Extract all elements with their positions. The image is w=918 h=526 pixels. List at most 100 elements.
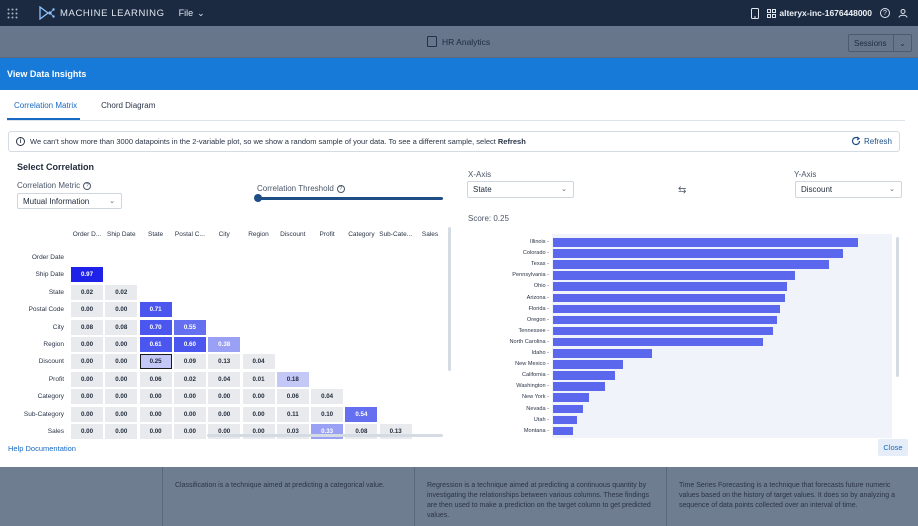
bar[interactable] — [553, 393, 590, 402]
matrix-cell[interactable]: 0.00 — [71, 406, 103, 422]
bar[interactable] — [553, 238, 858, 247]
correlation-metric-value: Mutual Information — [23, 196, 90, 206]
tab-chord-diagram[interactable]: Chord Diagram — [101, 101, 156, 110]
bar[interactable] — [553, 371, 615, 380]
bar[interactable] — [553, 271, 796, 280]
matrix-cell[interactable]: 0.13 — [208, 354, 241, 370]
matrix-cell[interactable]: 0.71 — [139, 302, 172, 318]
matrix-cell[interactable]: 0.06 — [276, 389, 309, 405]
help-icon[interactable]: ? — [880, 8, 890, 18]
matrix-cell[interactable]: 0.02 — [105, 284, 138, 300]
bar[interactable] — [553, 360, 623, 369]
bar[interactable] — [553, 293, 786, 302]
matrix-cell[interactable]: 0.00 — [173, 424, 206, 439]
bar[interactable] — [553, 337, 763, 347]
question-icon[interactable]: ? — [83, 181, 92, 190]
matrix-horizontal-scrollbar[interactable] — [207, 434, 443, 437]
slider-handle[interactable] — [254, 194, 262, 202]
matrix-cell[interactable]: 0.38 — [208, 337, 241, 352]
question-icon[interactable]: ? — [336, 184, 345, 193]
bar-label: Tennessee - — [518, 327, 549, 334]
matrix-cell[interactable]: 0.54 — [345, 406, 378, 422]
matrix-cell[interactable]: 0.00 — [173, 406, 206, 422]
file-menu[interactable]: File ⌄ — [179, 8, 205, 19]
chart-vertical-scrollbar[interactable] — [896, 237, 899, 377]
bar[interactable] — [553, 304, 780, 314]
matrix-cell[interactable]: 0.08 — [71, 319, 103, 335]
matrix-cell[interactable]: 0.09 — [173, 354, 206, 370]
matrix-cell[interactable]: 0.25 — [139, 354, 172, 370]
bar-label: Arizona - — [526, 294, 549, 301]
matrix-cell[interactable]: 0.04 — [311, 389, 344, 405]
matrix-cell[interactable]: 0.00 — [105, 389, 138, 405]
bar[interactable] — [553, 315, 777, 325]
matrix-cell[interactable]: 0.00 — [208, 406, 241, 422]
bar[interactable] — [553, 426, 574, 436]
matrix-cell[interactable]: 0.00 — [105, 337, 138, 352]
y-axis-select[interactable]: Discount ⌄ — [795, 181, 902, 198]
tab-correlation-matrix[interactable]: Correlation Matrix — [7, 98, 81, 120]
bar[interactable] — [553, 404, 584, 413]
x-axis-select[interactable]: State ⌄ — [467, 181, 574, 198]
sessions-button[interactable]: Sessions ⌄ — [848, 34, 912, 52]
mobile-icon[interactable] — [751, 7, 760, 19]
matrix-cell[interactable]: 0.00 — [71, 389, 103, 405]
matrix-cell[interactable]: 0.60 — [173, 337, 206, 352]
matrix-cell[interactable]: 0.04 — [242, 354, 275, 370]
matrix-cell[interactable]: 0.11 — [276, 406, 309, 422]
matrix-cell[interactable]: 0.01 — [242, 371, 275, 387]
matrix-cell[interactable]: 0.02 — [173, 371, 206, 387]
matrix-cell[interactable]: 0.61 — [139, 337, 172, 352]
matrix-cell[interactable]: 0.55 — [173, 319, 206, 335]
chevron-down-icon[interactable]: ⌄ — [893, 35, 911, 51]
matrix-row-header: Category — [37, 393, 64, 401]
correlation-metric-select[interactable]: Mutual Information ⌄ — [17, 193, 122, 209]
bar[interactable] — [553, 349, 653, 358]
refresh-icon — [851, 136, 861, 146]
matrix-cell[interactable]: 0.00 — [71, 424, 103, 439]
matrix-cell[interactable]: 0.97 — [71, 267, 103, 283]
tabs-divider — [7, 120, 905, 121]
matrix-cell[interactable]: 0.00 — [139, 406, 172, 422]
bar[interactable] — [553, 282, 788, 291]
refresh-button[interactable]: Refresh — [851, 136, 892, 146]
matrix-cell[interactable]: 0.70 — [139, 319, 172, 335]
matrix-cell[interactable]: 0.06 — [139, 371, 172, 387]
matrix-cell[interactable]: 0.00 — [139, 424, 172, 439]
user-icon[interactable] — [898, 8, 908, 18]
matrix-cell[interactable]: 0.00 — [105, 406, 138, 422]
matrix-vertical-scrollbar[interactable] — [448, 227, 451, 371]
correlation-threshold-slider[interactable] — [254, 194, 443, 202]
matrix-cell[interactable]: 0.00 — [242, 406, 275, 422]
swap-axes-icon[interactable]: ⇆ — [678, 185, 687, 196]
matrix-cell[interactable]: 0.00 — [105, 302, 138, 318]
project-bar: HR Analytics Sessions ⌄ — [0, 26, 918, 58]
matrix-cell[interactable]: 0.10 — [311, 406, 344, 422]
matrix-cell[interactable]: 0.00 — [208, 389, 241, 405]
matrix-cell[interactable]: 0.00 — [105, 371, 138, 387]
help-documentation-link[interactable]: Help Documentation — [8, 444, 76, 453]
org-switcher[interactable]: alteryx-inc-1676448000 — [767, 8, 872, 18]
sessions-label: Sessions — [854, 38, 887, 48]
info-refresh-link[interactable]: Refresh — [497, 137, 526, 146]
matrix-cell[interactable]: 0.00 — [139, 389, 172, 405]
bar[interactable] — [553, 415, 578, 425]
app-grid-icon[interactable] — [0, 0, 24, 26]
matrix-cell[interactable]: 0.08 — [105, 319, 138, 335]
matrix-cell[interactable]: 0.00 — [71, 354, 103, 370]
bar[interactable] — [553, 326, 773, 336]
matrix-cell[interactable]: 0.18 — [276, 371, 309, 387]
matrix-cell[interactable]: 0.00 — [173, 389, 206, 405]
bar[interactable] — [553, 260, 829, 269]
close-button[interactable]: Close — [878, 439, 908, 456]
matrix-cell[interactable]: 0.00 — [105, 354, 138, 370]
bar[interactable] — [553, 382, 605, 391]
bar[interactable] — [553, 249, 843, 258]
matrix-cell[interactable]: 0.00 — [105, 424, 138, 439]
matrix-cell[interactable]: 0.00 — [242, 389, 275, 405]
matrix-cell[interactable]: 0.00 — [71, 371, 103, 387]
matrix-cell[interactable]: 0.00 — [71, 337, 103, 352]
matrix-cell[interactable]: 0.02 — [71, 284, 103, 300]
matrix-cell[interactable]: 0.00 — [71, 302, 103, 318]
matrix-cell[interactable]: 0.04 — [208, 371, 241, 387]
